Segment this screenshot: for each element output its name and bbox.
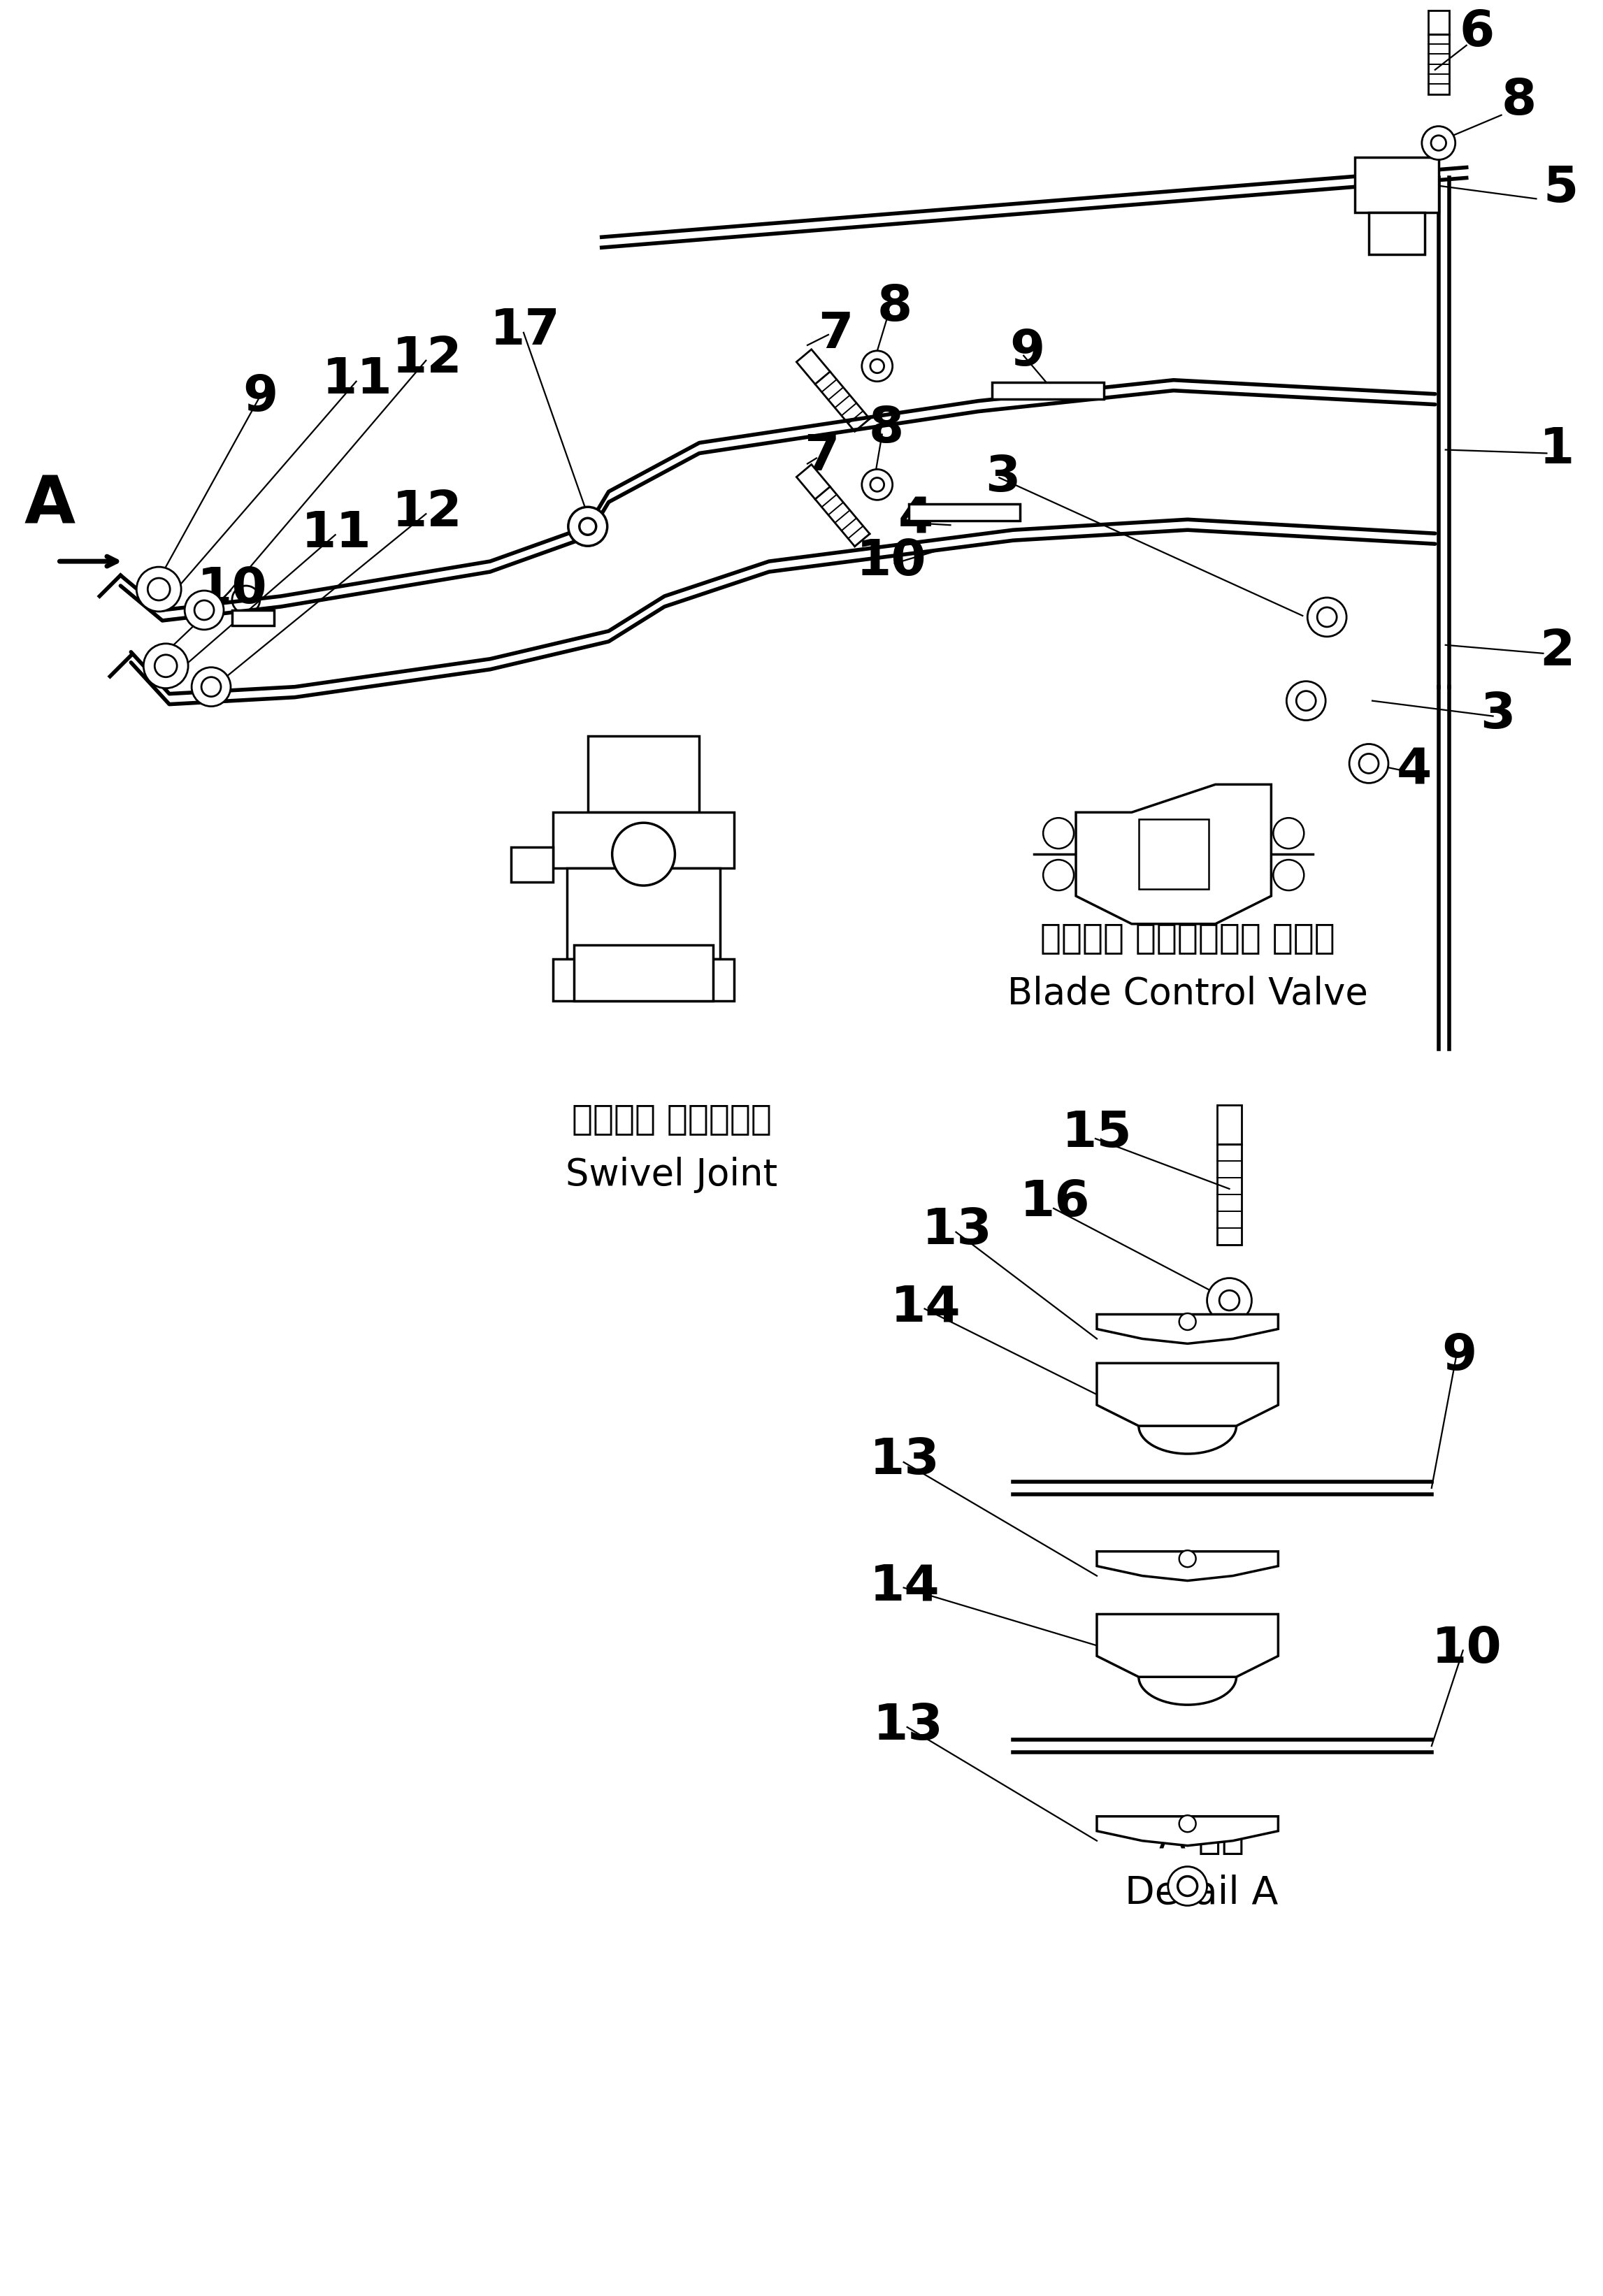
Text: 8: 8 [1500, 78, 1536, 126]
Circle shape [202, 677, 221, 696]
Circle shape [1297, 691, 1316, 709]
Text: 10: 10 [197, 565, 268, 613]
FancyBboxPatch shape [1428, 11, 1449, 34]
Text: スイベル ジョイント: スイベル ジョイント [572, 1102, 771, 1137]
Text: 4: 4 [898, 496, 933, 544]
Circle shape [1178, 1878, 1196, 1894]
Text: 14: 14 [891, 1283, 962, 1332]
Circle shape [1207, 1279, 1252, 1322]
Polygon shape [1076, 785, 1271, 923]
Circle shape [1169, 1867, 1207, 1906]
Text: 11: 11 [301, 510, 372, 558]
FancyBboxPatch shape [992, 381, 1104, 400]
Circle shape [567, 507, 608, 546]
Text: 2: 2 [1539, 627, 1574, 675]
Text: 11: 11 [322, 356, 393, 404]
Bar [1428, 34, 1449, 94]
Text: 10: 10 [856, 537, 927, 585]
Text: 14: 14 [870, 1561, 941, 1609]
Text: 8: 8 [877, 282, 912, 331]
Circle shape [184, 590, 224, 629]
FancyBboxPatch shape [567, 868, 720, 960]
Circle shape [1180, 1550, 1196, 1568]
Text: 1: 1 [1539, 425, 1574, 473]
Circle shape [1273, 859, 1303, 891]
FancyBboxPatch shape [232, 611, 274, 625]
Text: Blade Control Valve: Blade Control Valve [1007, 976, 1367, 1013]
Circle shape [1273, 817, 1303, 850]
Text: 9: 9 [1443, 1332, 1476, 1380]
Circle shape [1180, 1816, 1196, 1832]
Text: Swivel Joint: Swivel Joint [566, 1157, 777, 1194]
FancyBboxPatch shape [909, 505, 1020, 521]
Text: A 詳細: A 詳細 [1159, 1818, 1244, 1855]
Polygon shape [1096, 1313, 1278, 1343]
Text: ブレード コントロール バルブ: ブレード コントロール バルブ [1040, 921, 1335, 955]
Text: 3: 3 [1480, 691, 1515, 739]
Circle shape [1350, 744, 1388, 783]
Circle shape [194, 599, 213, 620]
Circle shape [612, 822, 675, 886]
Polygon shape [797, 349, 830, 383]
Text: 15: 15 [1061, 1109, 1132, 1157]
Text: 9: 9 [1010, 328, 1045, 377]
FancyBboxPatch shape [1369, 214, 1425, 255]
Circle shape [862, 351, 893, 381]
Circle shape [136, 567, 181, 611]
Text: 3: 3 [986, 455, 1020, 503]
Text: 8: 8 [869, 404, 904, 452]
Bar [1217, 1143, 1242, 1244]
Text: A: A [24, 473, 75, 537]
Circle shape [1359, 753, 1379, 774]
Circle shape [1178, 1876, 1197, 1896]
Polygon shape [1096, 1614, 1278, 1676]
Circle shape [1318, 608, 1337, 627]
FancyBboxPatch shape [1217, 1104, 1242, 1143]
Text: 16: 16 [1020, 1178, 1090, 1226]
Circle shape [1220, 1290, 1239, 1311]
FancyBboxPatch shape [588, 735, 699, 813]
Text: 13: 13 [870, 1437, 941, 1486]
Polygon shape [1096, 1816, 1278, 1846]
Circle shape [192, 668, 231, 707]
Circle shape [870, 478, 885, 491]
Text: 7: 7 [803, 432, 838, 480]
Text: 10: 10 [1431, 1626, 1502, 1674]
Circle shape [1431, 135, 1446, 152]
FancyBboxPatch shape [1355, 156, 1438, 214]
Text: 5: 5 [1544, 165, 1579, 214]
Text: Detail A: Detail A [1125, 1874, 1278, 1913]
Circle shape [870, 358, 885, 372]
Text: 13: 13 [874, 1701, 944, 1750]
Polygon shape [1096, 1552, 1278, 1580]
Circle shape [147, 579, 170, 599]
Text: 13: 13 [922, 1208, 992, 1256]
Circle shape [144, 643, 188, 689]
FancyBboxPatch shape [553, 960, 734, 1001]
Circle shape [1287, 682, 1326, 721]
Text: 12: 12 [393, 335, 463, 383]
Polygon shape [797, 464, 830, 498]
Text: 9: 9 [242, 374, 277, 422]
FancyBboxPatch shape [511, 847, 553, 882]
Text: 12: 12 [393, 489, 463, 537]
Circle shape [1308, 597, 1347, 636]
FancyBboxPatch shape [574, 946, 713, 1001]
Circle shape [862, 468, 893, 501]
Text: 7: 7 [818, 310, 853, 358]
Text: 4: 4 [1396, 746, 1431, 794]
Polygon shape [1096, 1364, 1278, 1426]
Circle shape [1044, 859, 1074, 891]
FancyBboxPatch shape [553, 813, 734, 868]
Text: 17: 17 [491, 308, 559, 356]
Text: 6: 6 [1459, 9, 1494, 57]
Circle shape [154, 654, 176, 677]
Circle shape [1180, 1313, 1196, 1329]
Circle shape [1044, 817, 1074, 850]
Circle shape [579, 519, 596, 535]
FancyBboxPatch shape [1138, 820, 1209, 889]
Circle shape [1422, 126, 1456, 161]
